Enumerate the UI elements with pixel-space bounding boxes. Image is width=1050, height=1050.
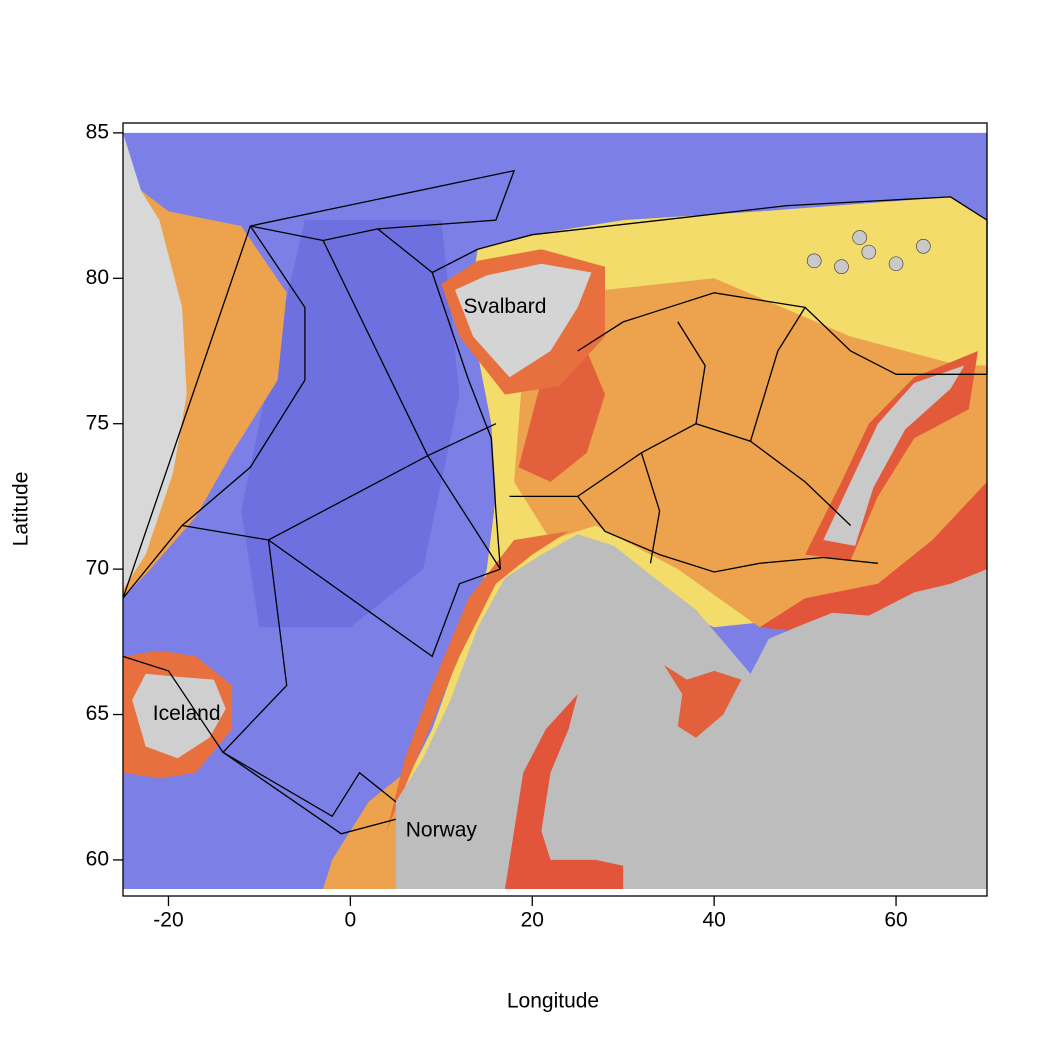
place-label: Norway: [406, 818, 478, 841]
novaya-zemlya: [823, 365, 965, 546]
region-boundary: [640, 452, 661, 564]
x-tick-label: 40: [702, 909, 725, 932]
baltic: [505, 694, 624, 889]
island: [861, 244, 877, 260]
island: [834, 259, 849, 274]
white-sea: [664, 665, 742, 738]
norway-shelf: [386, 531, 569, 831]
region-boundary: [577, 495, 878, 573]
region-boundary: [221, 539, 397, 818]
region-boundary: [268, 539, 501, 658]
y-tick-label: 60: [86, 847, 109, 870]
y-tick-label: 65: [86, 702, 109, 725]
region-boundary: [749, 307, 806, 442]
shelf-orange: [514, 278, 987, 628]
x-tick-label: -20: [153, 909, 183, 932]
island: [888, 256, 904, 272]
region-boundary: [322, 228, 502, 570]
map-layers: [122, 132, 988, 896]
place-label: Svalbard: [464, 295, 547, 318]
region-boundary: [122, 655, 396, 835]
greenland: [123, 132, 187, 590]
x-tick-label: 20: [521, 909, 544, 932]
shelf-red-2: [518, 351, 605, 482]
region-boundary: [122, 225, 306, 599]
region-boundary: [181, 423, 497, 541]
y-tick-label: 85: [86, 120, 109, 143]
x-axis-label: Longitude: [507, 990, 599, 1013]
y-tick-label: 80: [86, 266, 109, 289]
below-raster: [123, 889, 987, 896]
plot-frame: [122, 122, 988, 897]
place-label: Iceland: [153, 702, 221, 725]
north-sea: [323, 772, 405, 889]
y-tick-label: 70: [86, 557, 109, 580]
region-boundary: [677, 321, 706, 424]
island: [806, 253, 822, 269]
svalbard: [455, 263, 592, 378]
x-tick-label: 0: [345, 909, 357, 932]
x-tick-label: 60: [884, 909, 907, 932]
iceland: [132, 673, 226, 759]
island: [852, 230, 867, 245]
y-axis-label: Latitude: [10, 472, 33, 547]
island: [916, 239, 931, 254]
y-tick-label: 75: [86, 411, 109, 434]
